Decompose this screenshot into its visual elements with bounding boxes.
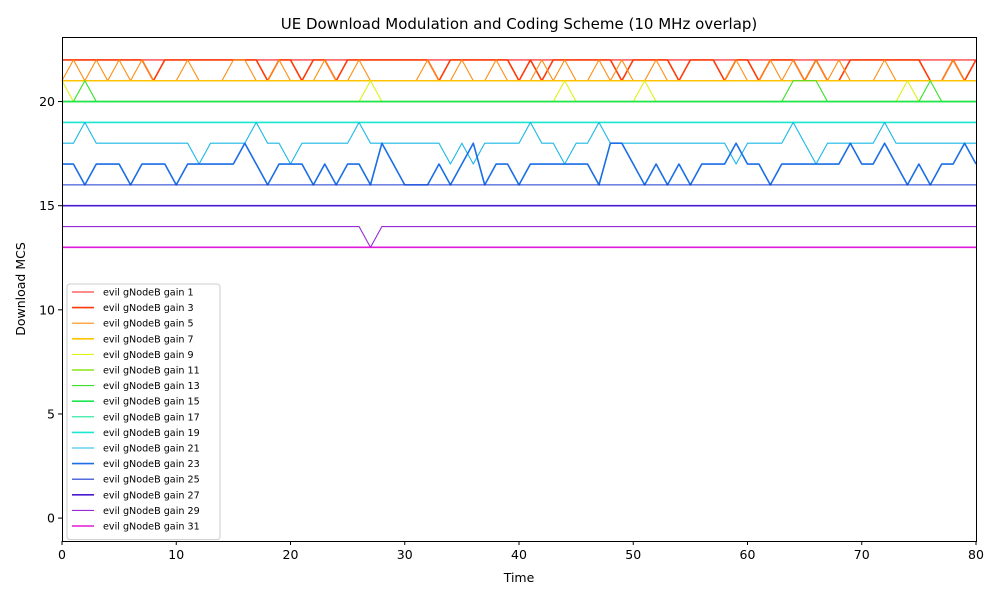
y-tick-label: 10 — [39, 302, 55, 317]
x-tick-label: 80 — [968, 547, 984, 562]
x-tick-label: 40 — [511, 547, 527, 562]
legend-entry: evil gNodeB gain 25 — [103, 475, 200, 486]
x-tick-label: 0 — [58, 547, 66, 562]
legend-entry: evil gNodeB gain 3 — [103, 303, 194, 314]
legend-entry: evil gNodeB gain 23 — [103, 459, 200, 470]
legend-entry: evil gNodeB gain 21 — [103, 444, 200, 455]
legend-entry: evil gNodeB gain 5 — [103, 319, 194, 330]
x-tick-label: 70 — [854, 547, 870, 562]
legend-entry: evil gNodeB gain 11 — [103, 366, 200, 377]
x-tick-label: 60 — [740, 547, 756, 562]
y-axis: 0 5 10 15 20 — [39, 94, 62, 526]
legend-entry: evil gNodeB gain 31 — [103, 522, 200, 533]
y-tick-label: 15 — [39, 198, 55, 213]
legend-entry: evil gNodeB gain 9 — [103, 350, 194, 361]
legend-entry: evil gNodeB gain 19 — [103, 428, 200, 439]
chart-title: UE Download Modulation and Coding Scheme… — [281, 15, 758, 33]
y-tick-label: 20 — [39, 94, 55, 109]
legend-entry: evil gNodeB gain 29 — [103, 506, 200, 517]
x-tick-label: 30 — [397, 547, 413, 562]
legend-entry: evil gNodeB gain 13 — [103, 381, 200, 392]
y-tick-label: 0 — [47, 511, 55, 526]
x-tick-label: 20 — [283, 547, 299, 562]
legend-entry: evil gNodeB gain 7 — [103, 334, 194, 345]
legend: evil gNodeB gain 1 evil gNodeB gain 3 evil… — [66, 283, 221, 541]
x-tick-label: 10 — [168, 547, 184, 562]
series-line — [62, 121, 976, 165]
series-line — [62, 225, 976, 248]
legend-entry: evil gNodeB gain 17 — [103, 412, 200, 423]
legend-entry: evil gNodeB gain 1 — [103, 288, 194, 299]
y-axis-label: Download MCS — [13, 242, 28, 336]
x-tick-label: 50 — [625, 547, 641, 562]
x-axis-label: Time — [503, 570, 535, 585]
series-layer — [61, 59, 977, 249]
legend-box — [66, 283, 221, 541]
y-tick-label: 5 — [47, 406, 55, 421]
legend-entry: evil gNodeB gain 15 — [103, 397, 200, 408]
legend-entry: evil gNodeB gain 27 — [103, 490, 200, 501]
x-axis: 0 10 20 30 40 50 60 70 80 — [58, 541, 984, 562]
